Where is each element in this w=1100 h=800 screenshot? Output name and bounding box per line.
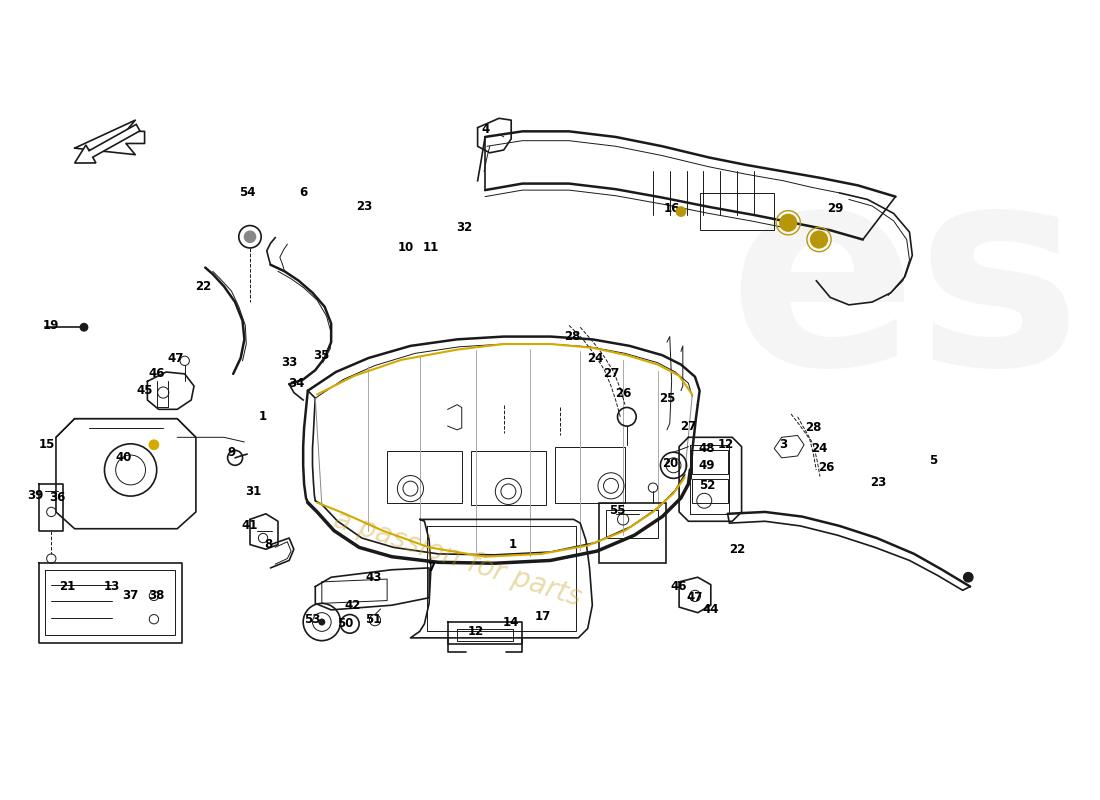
Text: 10: 10: [398, 242, 414, 254]
Text: 3: 3: [780, 438, 788, 451]
Text: 46: 46: [671, 580, 688, 593]
Text: 22: 22: [729, 542, 745, 556]
Text: 42: 42: [344, 598, 361, 612]
Text: 37: 37: [122, 590, 139, 602]
Text: 27: 27: [680, 420, 696, 433]
Text: 33: 33: [280, 356, 297, 369]
Text: 53: 53: [305, 613, 321, 626]
Text: 27: 27: [603, 367, 619, 380]
Text: 39: 39: [28, 489, 44, 502]
Text: 34: 34: [288, 377, 305, 390]
Text: 6: 6: [299, 186, 307, 199]
Text: 13: 13: [103, 580, 120, 593]
Text: 26: 26: [818, 461, 835, 474]
Text: 32: 32: [456, 221, 473, 234]
Text: 51: 51: [365, 613, 382, 626]
Text: 31: 31: [245, 485, 262, 498]
Circle shape: [676, 207, 685, 216]
Text: 43: 43: [365, 570, 382, 584]
Text: 24: 24: [587, 351, 603, 365]
Circle shape: [811, 231, 827, 248]
Text: 26: 26: [615, 387, 631, 400]
Circle shape: [150, 440, 158, 450]
Text: es: es: [728, 153, 1081, 423]
Text: 48: 48: [698, 442, 715, 455]
Text: 52: 52: [698, 479, 715, 492]
Circle shape: [80, 323, 88, 331]
Text: 44: 44: [703, 603, 719, 616]
Bar: [606, 510, 658, 538]
Text: 4: 4: [481, 123, 490, 136]
Text: 24: 24: [811, 442, 827, 455]
Text: 50: 50: [337, 618, 353, 630]
Text: 17: 17: [535, 610, 551, 623]
Text: a passion for parts: a passion for parts: [330, 506, 584, 612]
Text: 47: 47: [167, 351, 184, 365]
Text: 41: 41: [242, 519, 258, 533]
Bar: [471, 451, 546, 506]
Bar: [692, 450, 727, 474]
Text: 20: 20: [661, 457, 678, 470]
Text: 45: 45: [136, 384, 153, 397]
Bar: [700, 193, 774, 230]
Text: 23: 23: [870, 475, 887, 489]
Text: 36: 36: [50, 491, 66, 505]
Bar: [598, 502, 666, 563]
Circle shape: [319, 619, 324, 625]
Text: 9: 9: [228, 446, 235, 458]
Text: 23: 23: [355, 201, 372, 214]
Text: 49: 49: [698, 458, 715, 472]
Circle shape: [964, 573, 972, 582]
Text: 47: 47: [686, 591, 703, 604]
Text: 16: 16: [663, 202, 680, 215]
Text: 46: 46: [148, 367, 165, 380]
Circle shape: [244, 231, 255, 242]
Text: 21: 21: [59, 580, 75, 593]
Bar: [556, 446, 625, 502]
Text: 12: 12: [468, 625, 484, 638]
Text: 29: 29: [827, 202, 844, 215]
Text: 55: 55: [609, 503, 626, 517]
Text: 11: 11: [422, 242, 439, 254]
FancyArrow shape: [75, 124, 140, 163]
Text: 25: 25: [659, 392, 675, 405]
Circle shape: [780, 214, 796, 231]
Text: 38: 38: [148, 590, 165, 602]
Text: 40: 40: [114, 451, 131, 464]
Text: 28: 28: [805, 422, 822, 434]
Text: 54: 54: [239, 186, 255, 199]
Text: 22: 22: [195, 280, 211, 293]
Text: 1: 1: [509, 538, 517, 551]
Text: 35: 35: [314, 349, 330, 362]
Text: 28: 28: [564, 330, 581, 343]
Text: 5: 5: [928, 454, 937, 467]
Text: 8: 8: [264, 538, 273, 551]
Text: 15: 15: [39, 438, 55, 451]
Text: 19: 19: [43, 319, 59, 332]
Text: 1: 1: [258, 410, 267, 423]
Text: 14: 14: [503, 615, 519, 629]
Bar: [387, 451, 462, 502]
Text: 12: 12: [717, 438, 734, 451]
Text: 7: 7: [427, 562, 434, 574]
Bar: [692, 479, 727, 502]
